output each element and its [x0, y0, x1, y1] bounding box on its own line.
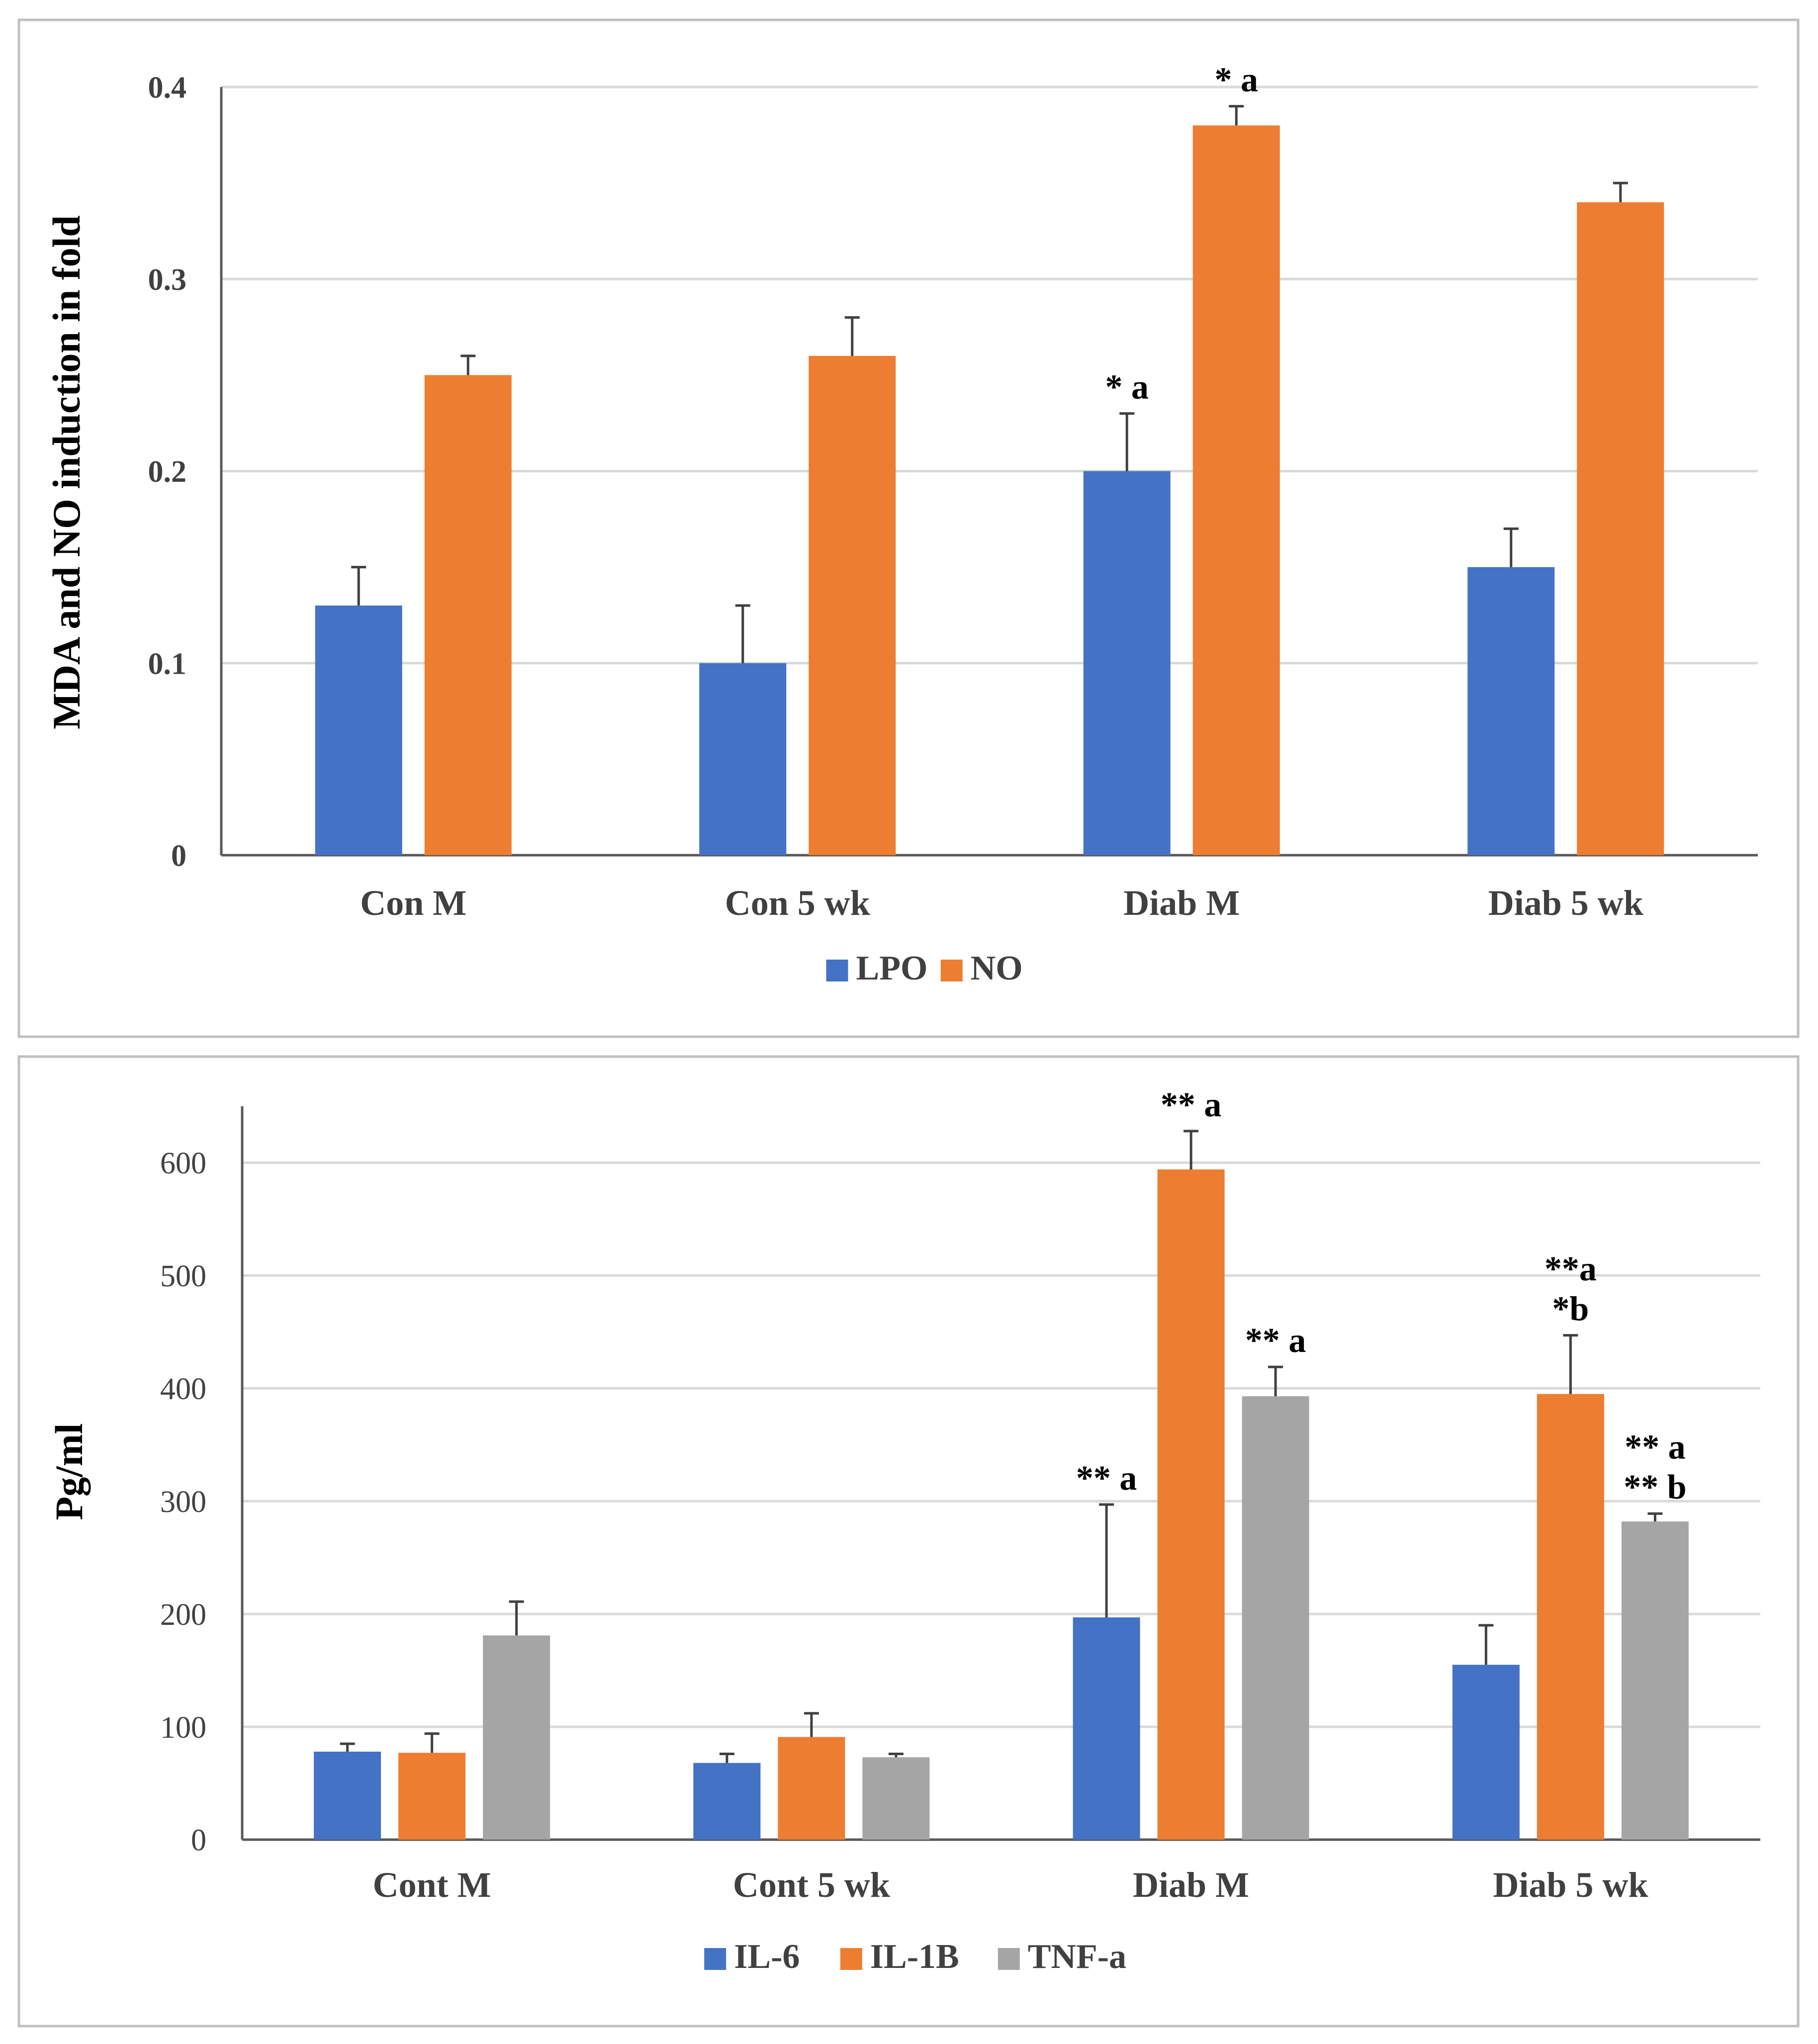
category-label: Con 5 wk	[725, 883, 870, 923]
y-tick-label: 600	[160, 1147, 206, 1180]
top-panel-border	[17, 18, 1800, 1038]
bar-tnf-a	[862, 1757, 930, 1840]
y-axis-label: MDA and NO induction in fold	[45, 215, 88, 729]
significance-annotation: ** b	[1624, 1468, 1686, 1507]
significance-annotation: * a	[1105, 368, 1149, 407]
category-label: Diab 5 wk	[1488, 883, 1643, 923]
y-tick-label: 0.1	[148, 647, 187, 681]
legend-swatch	[940, 960, 963, 981]
legend-label: LPO	[856, 949, 928, 987]
category-label: Con M	[360, 883, 466, 923]
y-tick-label: 500	[160, 1259, 206, 1293]
chart-cytokines: 0 100 200 300 400 500 600 Pg/ml Cont M Cont 5 wk D…	[47, 1086, 1760, 1976]
legend-label: TNF-a	[1028, 1938, 1126, 1976]
y-tick-label: 0.3	[148, 263, 187, 297]
significance-annotation: *b	[1552, 1290, 1589, 1329]
legend-swatch	[826, 960, 848, 981]
bar-lpo	[315, 605, 402, 855]
bar-tnf-a	[483, 1635, 550, 1840]
bar-no	[809, 355, 896, 855]
legend-label: IL-6	[734, 1938, 800, 1976]
bar-tnf-a	[1242, 1396, 1309, 1840]
bar-tnf-a	[1621, 1521, 1689, 1840]
significance-annotation: ** a	[1625, 1428, 1686, 1467]
bar-il-6	[693, 1763, 761, 1840]
bar-il-1b	[1157, 1169, 1225, 1840]
bar-no	[424, 375, 512, 855]
significance-annotation: * a	[1215, 61, 1259, 99]
bar-il-6	[1073, 1617, 1140, 1840]
y-axis-label: Pg/ml	[47, 1423, 91, 1520]
bar-lpo	[1467, 567, 1555, 855]
y-tick-label: 0.4	[148, 71, 187, 105]
bottom-panel-border	[17, 1055, 1800, 2028]
legend-label: NO	[971, 949, 1023, 987]
y-tick-label: 200	[160, 1598, 206, 1632]
category-label: Cont 5 wk	[733, 1865, 890, 1905]
y-tick-label: 300	[160, 1485, 206, 1519]
y-tick-label: 400	[160, 1372, 206, 1406]
bar-no	[1192, 125, 1280, 855]
bar-il-6	[1452, 1665, 1520, 1840]
bar-il-6	[314, 1752, 381, 1840]
significance-annotation: ** a	[1076, 1459, 1137, 1498]
category-label: Diab M	[1123, 883, 1240, 923]
bar-no	[1577, 202, 1664, 855]
category-label: Diab 5 wk	[1493, 1865, 1648, 1905]
category-label: Diab M	[1133, 1865, 1249, 1905]
significance-annotation: ** a	[1245, 1322, 1306, 1360]
bar-il-1b	[398, 1753, 466, 1840]
bar-il-1b	[1537, 1394, 1604, 1840]
y-tick-label: 100	[160, 1711, 206, 1745]
legend-swatch	[998, 1948, 1020, 1970]
y-tick-label: 0	[171, 839, 186, 873]
chart-mda-no: 0 0.1 0.2 0.3 0.4 MDA and NO induction in fol…	[45, 61, 1758, 987]
y-tick-label: 0.2	[148, 455, 187, 489]
legend-swatch	[840, 1948, 862, 1970]
legend-swatch	[704, 1948, 727, 1970]
significance-annotation: ** a	[1161, 1086, 1222, 1124]
significance-annotation: **a	[1545, 1250, 1597, 1288]
category-label: Cont M	[373, 1865, 491, 1905]
bar-lpo	[1083, 471, 1171, 855]
bar-lpo	[699, 663, 787, 855]
y-tick-label: 0	[191, 1824, 206, 1858]
bar-il-1b	[778, 1737, 845, 1840]
legend-label: IL-1B	[870, 1938, 959, 1976]
